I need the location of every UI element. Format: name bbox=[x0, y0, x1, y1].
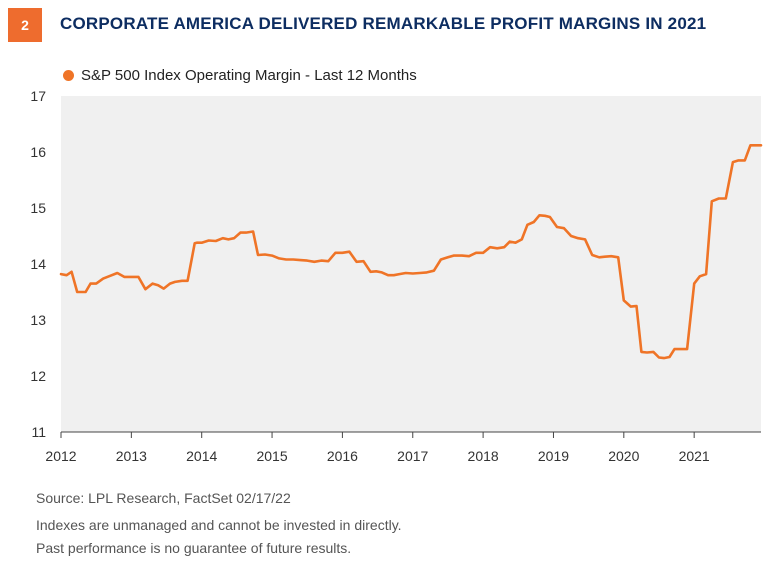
x-tick-label: 2016 bbox=[327, 448, 358, 464]
x-tick-label: 2015 bbox=[256, 448, 287, 464]
y-tick-label: 12 bbox=[30, 368, 46, 384]
y-tick-label: 14 bbox=[30, 256, 46, 272]
figure-number-badge: 2 bbox=[8, 8, 42, 42]
x-tick-label: 2013 bbox=[116, 448, 147, 464]
y-tick-label: 17 bbox=[30, 88, 46, 104]
chart-title: CORPORATE AMERICA DELIVERED REMARKABLE P… bbox=[60, 14, 707, 33]
disclaimer-note-1: Indexes are unmanaged and cannot be inve… bbox=[36, 517, 402, 533]
y-tick-label: 11 bbox=[31, 424, 46, 440]
y-tick-label: 15 bbox=[30, 200, 46, 216]
series-line bbox=[59, 144, 763, 360]
x-tick-label: 2019 bbox=[538, 448, 569, 464]
legend-marker-icon bbox=[63, 70, 74, 81]
chart-legend: S&P 500 Index Operating Margin - Last 12… bbox=[63, 67, 417, 84]
x-tick-label: 2021 bbox=[679, 448, 710, 464]
y-tick-label: 16 bbox=[30, 144, 46, 160]
y-tick-label: 13 bbox=[30, 312, 46, 328]
plot-area bbox=[61, 96, 761, 432]
source-note: Source: LPL Research, FactSet 02/17/22 bbox=[36, 490, 291, 506]
x-tick-label: 2014 bbox=[186, 448, 217, 464]
legend-label: S&P 500 Index Operating Margin - Last 12… bbox=[81, 67, 417, 84]
x-tick-label: 2012 bbox=[45, 448, 76, 464]
x-tick-label: 2020 bbox=[608, 448, 639, 464]
x-tick-label: 2018 bbox=[468, 448, 499, 464]
x-tick-label: 2017 bbox=[397, 448, 428, 464]
disclaimer-note-2: Past performance is no guarantee of futu… bbox=[36, 540, 352, 556]
